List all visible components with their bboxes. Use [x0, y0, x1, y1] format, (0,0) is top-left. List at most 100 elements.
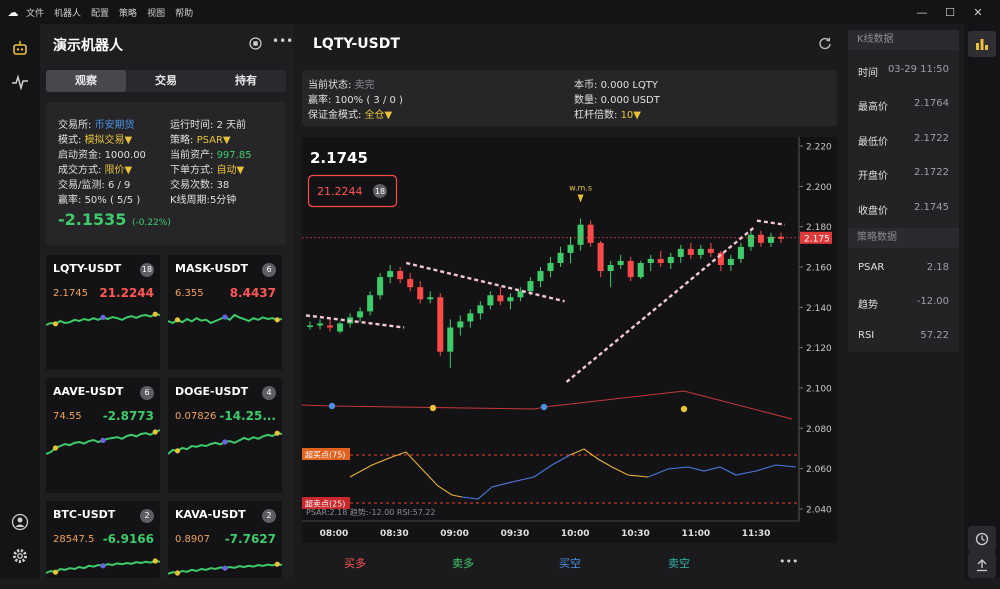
leverage-select[interactable]: 10▼ [620, 110, 641, 121]
bar-chart-icon[interactable] [968, 31, 996, 57]
pulse-icon[interactable] [8, 70, 32, 94]
kline-key: 时间 [858, 68, 878, 79]
candle-body [778, 236, 784, 239]
order-select[interactable]: 自动▼ [216, 165, 245, 176]
stop-icon[interactable] [249, 37, 262, 53]
card-pnl: -7.7627 [224, 532, 276, 546]
candle-body [637, 262, 644, 278]
y-tick-label: 2.140 [806, 304, 832, 314]
card-sparkline [46, 558, 160, 575]
menu-config[interactable]: 配置 [91, 8, 110, 19]
fill-select[interactable]: 限价▼ [104, 165, 133, 176]
psar-line [756, 219, 786, 226]
tab-trade[interactable]: 交易 [155, 74, 177, 87]
sparkline-marker [222, 565, 228, 571]
symbol-card[interactable]: LQTY-USDT 18 2.1745 21.2244 [46, 255, 160, 370]
candle-body [707, 248, 714, 253]
gear-icon[interactable] [8, 544, 32, 568]
y-tick-label: 2.100 [806, 384, 832, 394]
leverage-label: 杠杆倍数: [574, 110, 618, 121]
card-symbol: KAVA-USDT [175, 508, 246, 521]
y-tick-label: 2.220 [806, 143, 832, 153]
exchange-row: 交易所: 币安期货 [58, 116, 135, 131]
minimize-button[interactable]: — [916, 5, 928, 19]
sparkline-marker [152, 429, 158, 435]
symbol-card[interactable]: MASK-USDT 6 6.355 8.4437 [168, 255, 282, 370]
maximize-button[interactable]: ☐ [945, 5, 955, 19]
sell-short-button[interactable]: 卖空 [668, 557, 690, 570]
kline-key: 收盘价 [858, 206, 888, 217]
buy-long-button[interactable]: 买多 [344, 557, 366, 570]
oversold-tag [302, 497, 350, 509]
fill-row: 成交方式: 限价▼ [58, 161, 132, 176]
more-menu-icon[interactable]: ••• [272, 34, 294, 48]
tab-observe[interactable]: 观察 [46, 70, 126, 92]
sparkline-marker [222, 314, 228, 320]
main-winrate-value: 100% ( 3 / 0 ) [334, 95, 403, 106]
candle-body [507, 297, 514, 302]
robot-icon[interactable] [8, 36, 32, 60]
menu-file[interactable]: 文件 [26, 8, 45, 19]
kline-value: 2.1722 [914, 167, 949, 178]
card-pnl: -14.25... [219, 409, 276, 423]
candle-body [647, 258, 654, 263]
card-sparkline [46, 311, 160, 327]
refresh-icon[interactable] [818, 36, 832, 54]
candle-body [547, 262, 554, 272]
coin-row: 本币: 0.000 LQTY [574, 76, 658, 91]
candle-body [487, 295, 494, 306]
symbol-card[interactable]: BTC-USDT 2 28547.5 -6.9166 [46, 501, 160, 578]
state-value: 卖完 [354, 80, 375, 91]
margin-select[interactable]: 全仓▼ [364, 110, 393, 121]
menu-help[interactable]: 帮助 [175, 8, 194, 19]
rsi-line [349, 451, 463, 498]
sparkline-marker [274, 561, 280, 567]
strategy-select[interactable]: PSAR▼ [196, 135, 231, 146]
chart-svg[interactable]: 2.220 2.200 2.180 2.160 2.140 2.120 2.100 2.080… [302, 137, 837, 543]
sparkline-marker [222, 439, 228, 445]
sell-long-button[interactable]: 卖多 [452, 557, 474, 570]
trend-marker [540, 403, 548, 411]
strategy-row: 策略: PSAR▼ [170, 131, 231, 146]
panel-tabs: 观察 交易 持有 [46, 70, 286, 92]
mode-select[interactable]: 模拟交易▼ [84, 135, 133, 146]
symbol-card[interactable]: KAVA-USDT 2 0.8907 -7.7627 [168, 501, 282, 578]
logo-icon: ☁ [7, 5, 19, 19]
menu-strategy[interactable]: 策略 [119, 8, 138, 19]
symbol-card[interactable]: AAVE-USDT 6 74.55 -2.8773 [46, 378, 160, 493]
kline-key: 最低价 [858, 137, 888, 148]
card-price: 0.07826 [175, 411, 217, 422]
fill-label: 成交方式: [58, 165, 102, 176]
psar-line [405, 261, 565, 303]
symbol-card[interactable]: DOGE-USDT 4 0.07826 -14.25... [168, 378, 282, 493]
x-tick-label: 11:30 [742, 529, 771, 539]
card-count-badge: 4 [262, 386, 276, 400]
y-tick-label: 2.120 [806, 344, 832, 354]
user-icon[interactable] [8, 510, 32, 534]
close-button[interactable]: ✕ [973, 5, 983, 19]
sparkline-marker [152, 311, 158, 317]
card-symbol: LQTY-USDT [53, 262, 122, 275]
coin-value: 0.000 LQTY [600, 80, 659, 91]
oversold-label: 超卖点(25) [305, 499, 345, 509]
rsi-line [569, 448, 649, 478]
history-icon[interactable] [968, 526, 996, 552]
position-badge [373, 184, 387, 198]
assets-label: 当前资产: [170, 150, 214, 161]
buy-short-button[interactable]: 买空 [559, 557, 581, 570]
mode-label: 模式: [58, 135, 82, 146]
sparkline-marker [100, 314, 106, 320]
strategy-value: -12.00 [916, 296, 949, 307]
main-winrate-row: 赢率: 100% ( 3 / 0 ) [308, 91, 403, 106]
more-actions-button[interactable]: ••• [779, 555, 799, 568]
kline-chart[interactable]: 2.220 2.200 2.180 2.160 2.140 2.120 2.100 2.080… [302, 137, 837, 543]
runtime-row: 运行时间: 2 天前 [170, 116, 246, 131]
exchange-value[interactable]: 币安期货 [94, 120, 135, 131]
candle-body [617, 260, 624, 265]
export-icon[interactable] [968, 552, 996, 578]
menu-robot[interactable]: 机器人 [54, 8, 82, 19]
tab-hold[interactable]: 持有 [235, 74, 257, 87]
menu-view[interactable]: 视图 [147, 8, 166, 19]
y-tick-label: 2.200 [806, 183, 832, 193]
